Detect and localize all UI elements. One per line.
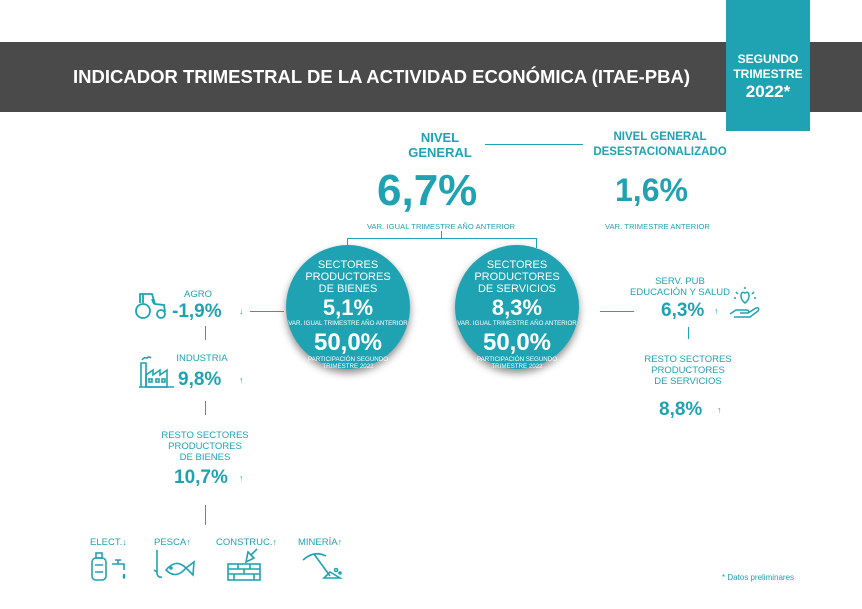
- desest-note: VAR. TRIMESTRE ANTERIOR: [605, 222, 710, 231]
- nivel-general-label-2: GENERAL: [408, 145, 472, 160]
- resto-bienes-label-3: DE BIENES: [179, 452, 231, 463]
- resto-bienes-arrow: ↑: [239, 473, 244, 483]
- badge-line-1: SEGUNDO: [737, 52, 799, 66]
- desest-label: NIVEL GENERAL DESESTACIONALIZADO: [590, 130, 730, 160]
- bienes-share-note-2: TRIMESTRE 2022: [322, 363, 374, 370]
- servicios-circle: SECTORES PRODUCTORES DE SERVICIOS 8,3% V…: [455, 245, 579, 370]
- elect-label-text: ELECT.: [90, 537, 123, 548]
- period-badge: SEGUNDO TRIMESTRE 2022*: [726, 0, 810, 131]
- mineria-arrow: ↑: [337, 537, 343, 547]
- connector-line: [536, 238, 537, 248]
- badge-line-3: 2022*: [745, 82, 791, 101]
- connector-line: [205, 401, 206, 415]
- gas-tank-icon: [91, 552, 126, 581]
- elect-label: ELECT.↓: [90, 537, 127, 548]
- bienes-share: 50,0%: [313, 329, 383, 356]
- bienes-title-2: PRODUCTORES: [305, 271, 391, 283]
- bienes-share-note: PARTICIPACIÓN SEGUNDO TRIMESTRE 2022: [286, 356, 410, 370]
- servicios-title-3: DE SERVICIOS: [477, 283, 557, 295]
- factory-icon: [139, 356, 174, 388]
- nivel-general-label-1: NIVEL: [420, 130, 460, 145]
- pickaxe-icon: [302, 552, 343, 579]
- nivel-general-note: VAR. IGUAL TRIMESTRE AÑO ANTERIOR: [367, 222, 516, 231]
- header-bar: [0, 42, 862, 112]
- servicios-share-note-1: PARTICIPACIÓN SEGUNDO: [476, 356, 558, 363]
- resto-bienes-label-2: PRODUCTORES: [168, 441, 242, 452]
- agro-label: AGRO: [184, 289, 212, 300]
- connector-line: [205, 505, 206, 525]
- mineria-label-text: MINERÍA: [298, 537, 338, 548]
- elect-arrow: ↓: [122, 537, 127, 547]
- servicios-note: VAR. IGUAL TRIMESTRE AÑO ANTERIOR: [457, 320, 577, 327]
- pesca-arrow: ↑: [186, 537, 191, 547]
- connector-line: [347, 238, 537, 239]
- resto-servicios-arrow: ↑: [717, 405, 722, 415]
- servicios-share-note: PARTICIPACIÓN SEGUNDO TRIMESTRE 2022: [455, 356, 579, 370]
- desest-label-2: DESESTACIONALIZADO: [593, 146, 727, 158]
- tractor-icon: [135, 293, 166, 319]
- resto-bienes-label-1: RESTO SECTORES: [161, 430, 249, 441]
- badge-line-2: TRIMESTRE: [733, 67, 803, 81]
- bienes-circle: SECTORES PRODUCTORES DE BIENES 5,1% VAR.…: [286, 245, 410, 370]
- pesca-label: PESCA↑: [154, 537, 191, 548]
- servicios-title-1: SECTORES: [486, 259, 548, 271]
- connector-line: [347, 238, 348, 248]
- nivel-general-value: 6,7%: [377, 166, 478, 215]
- desest-label-1: NIVEL GENERAL: [613, 131, 707, 143]
- desest-value: 1,6%: [615, 172, 688, 208]
- bienes-title: SECTORES PRODUCTORES DE BIENES: [286, 259, 410, 295]
- connector-line: [250, 311, 284, 312]
- connector-line: [688, 327, 689, 339]
- connector-line: [441, 231, 442, 239]
- brick-trowel-icon: [227, 548, 261, 581]
- servicios-share-note-2: TRIMESTRE 2022: [491, 363, 543, 370]
- servicios-value: 8,3%: [491, 295, 543, 320]
- bienes-note: VAR. IGUAL TRIMESTRE AÑO ANTERIOR: [288, 320, 408, 327]
- serv-pub-label-2: EDUCACIÓN Y SALUD: [630, 287, 730, 298]
- industria-arrow: ↑: [239, 375, 244, 385]
- resto-servicios-label-2: PRODUCTORES: [651, 365, 725, 376]
- industria-label: INDUSTRIA: [176, 353, 228, 364]
- resto-servicios-value: 8,8%: [659, 399, 703, 420]
- agro-arrow: ↓: [239, 306, 244, 316]
- fish-icon: [153, 550, 195, 578]
- connector-line: [600, 311, 634, 312]
- bienes-share-note-1: PARTICIPACIÓN SEGUNDO: [307, 356, 389, 363]
- bienes-title-3: DE BIENES: [318, 283, 378, 295]
- resto-servicios-label-3: DE SERVICIOS: [654, 376, 722, 387]
- resto-servicios-label: RESTO SECTORES PRODUCTORES DE SERVICIOS: [635, 354, 741, 387]
- construc-arrow: ↑: [272, 537, 277, 547]
- construc-label-text: CONSTRUC.: [216, 537, 273, 548]
- servicios-title: SECTORES PRODUCTORES DE SERVICIOS: [455, 259, 579, 295]
- servicios-share: 50,0%: [482, 329, 552, 356]
- nivel-general-label: NIVEL GENERAL: [400, 130, 480, 160]
- connector-line: [485, 144, 583, 145]
- connector-line: [205, 326, 206, 340]
- servicios-title-2: PRODUCTORES: [474, 271, 560, 283]
- serv-pub-label-1: SERV. PUB: [655, 276, 705, 287]
- bienes-title-1: SECTORES: [317, 259, 379, 271]
- resto-bienes-value: 10,7%: [174, 467, 228, 488]
- serv-pub-label: SERV. PUB EDUCACIÓN Y SALUD: [625, 276, 735, 298]
- construc-label: CONSTRUC.↑: [216, 537, 277, 548]
- agro-value: -1,9%: [172, 301, 222, 322]
- serv-pub-arrow: ↑: [714, 306, 719, 316]
- footnote: * Datos preliminares: [722, 573, 795, 582]
- industria-value: 9,8%: [178, 369, 222, 390]
- pesca-label-text: PESCA: [154, 537, 187, 548]
- page-title: INDICADOR TRIMESTRAL DE LA ACTIVIDAD ECO…: [73, 66, 690, 87]
- serv-pub-value: 6,3%: [661, 300, 705, 321]
- hand-heart-icon: [729, 287, 760, 318]
- resto-bienes-label: RESTO SECTORES PRODUCTORES DE BIENES: [155, 430, 255, 463]
- mineria-label: MINERÍA↑: [298, 537, 342, 548]
- resto-servicios-label-1: RESTO SECTORES: [644, 354, 732, 365]
- bienes-value: 5,1%: [322, 295, 374, 320]
